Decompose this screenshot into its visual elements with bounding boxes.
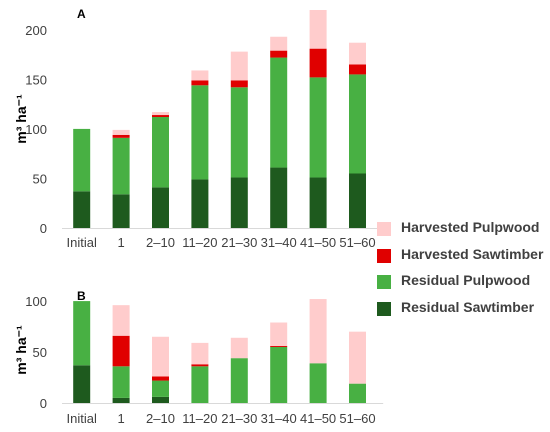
legend-item-residual-sawtimber: Residual Sawtimber	[377, 299, 547, 326]
bar-segment	[309, 177, 327, 228]
bar-segment	[112, 366, 130, 398]
bar-segment	[270, 50, 288, 58]
bar-segment	[309, 77, 327, 178]
bar-segment	[112, 397, 130, 403]
bar-segment	[349, 383, 366, 403]
y-axis-label: m³ ha⁻¹	[13, 325, 29, 375]
legend-swatch	[377, 248, 391, 263]
bar-segment	[191, 366, 209, 403]
bar-segment	[152, 115, 169, 118]
bar-segment	[152, 187, 169, 228]
bar-segment	[230, 87, 248, 178]
panel-b: Bm³ ha⁻¹ 0 50 100 Initial 1 2–10 11–20 21–30 31–4…	[13, 289, 384, 426]
bar-segment	[191, 80, 209, 86]
legend-label: Residual Pulpwood	[401, 272, 531, 288]
bar-segment	[270, 57, 288, 168]
x-tick-label: 31–40	[261, 411, 297, 426]
bar-segment	[73, 128, 91, 192]
bar-segment	[230, 177, 248, 228]
bar-segment	[270, 167, 288, 228]
legend-item-harvested-sawtimber: Harvested Sawtimber	[377, 246, 547, 273]
bar-segment	[152, 376, 169, 381]
bar-segment	[73, 191, 91, 228]
x-tick-label: 31–40	[261, 235, 297, 250]
bar-segment	[230, 358, 248, 403]
y-tick-label: 100	[25, 294, 47, 309]
panel-letter: A	[77, 7, 86, 21]
bar-segment	[112, 305, 130, 336]
bar-segment	[349, 64, 366, 75]
x-tick-label: 51–60	[339, 235, 375, 250]
bar-segment	[191, 85, 209, 180]
x-tick-label: 1	[117, 411, 124, 426]
bar-segment	[191, 342, 209, 365]
bar-segment	[112, 137, 130, 195]
legend-label: Residual Sawtimber	[401, 298, 535, 315]
bar-segment	[152, 112, 169, 116]
bar-segment	[152, 380, 169, 397]
y-axis-label: m³ ha⁻¹	[13, 94, 29, 144]
x-tick-label: Initial	[67, 235, 97, 250]
y-tick-label: 50	[33, 171, 47, 186]
x-tick-label: Initial	[67, 411, 97, 426]
bar-segment	[152, 117, 169, 188]
legend-swatch	[377, 301, 391, 316]
bar-segment	[349, 42, 366, 65]
y-tick-label: 100	[25, 122, 47, 137]
bar-segment	[112, 129, 130, 135]
legend-label: Harvested Pulpwood	[401, 219, 540, 235]
x-tick-label: 11–20	[182, 411, 217, 426]
bar-segment	[349, 74, 366, 174]
bar-segment	[270, 346, 288, 403]
panel-a: Am³ ha⁻¹ 0 50 100 150 200 Initial 1 2–10 11–20 21–…	[13, 7, 384, 250]
bar-segment	[309, 10, 327, 49]
y-tick-label: 0	[40, 396, 47, 411]
x-tick-label: 41–50	[300, 235, 336, 250]
y-tick-label: 50	[33, 345, 47, 360]
bar-segment	[112, 134, 130, 138]
y-tick-label: 200	[25, 23, 47, 38]
bar-segment	[230, 80, 248, 88]
bar-segment	[309, 299, 327, 364]
bar-segment	[112, 194, 130, 228]
bar-segment	[230, 51, 248, 81]
bar-segment	[309, 48, 327, 78]
panel-letter: B	[77, 289, 86, 303]
y-tick-label: 0	[40, 221, 47, 236]
x-tick-label: 21–30	[221, 235, 257, 250]
x-tick-label: 21–30	[221, 411, 257, 426]
bar-segment	[73, 301, 91, 366]
legend-item-harvested-pulpwood: Harvested Pulpwood	[377, 219, 547, 246]
bar-segment	[112, 335, 130, 367]
bar-segment	[191, 364, 209, 367]
bar-segment	[270, 36, 288, 51]
bar-segment	[270, 345, 288, 347]
legend: Harvested Pulpwood Harvested Sawtimber R…	[377, 219, 547, 325]
legend-swatch	[377, 275, 391, 289]
legend-swatch	[377, 222, 391, 236]
bar-segment	[349, 331, 366, 384]
x-tick-label: 41–50	[300, 411, 336, 426]
y-tick-label: 150	[25, 72, 47, 87]
legend-item-residual-pulpwood: Residual Pulpwood	[377, 272, 547, 299]
x-tick-label: 51–60	[339, 411, 375, 426]
bar-segment	[230, 337, 248, 359]
x-tick-label: 1	[117, 235, 124, 250]
bar-segment	[191, 179, 209, 228]
bar-segment	[270, 322, 288, 346]
bar-segment	[191, 70, 209, 81]
bar-segment	[309, 363, 327, 403]
x-tick-label: 2–10	[146, 235, 175, 250]
bar-segment	[152, 336, 169, 377]
bar-segment	[73, 365, 91, 403]
x-tick-label: 11–20	[182, 235, 217, 250]
x-tick-label: 2–10	[146, 411, 175, 426]
legend-label: Harvested Sawtimber	[401, 245, 544, 262]
bar-segment	[349, 173, 366, 228]
bar-segment	[152, 396, 169, 403]
